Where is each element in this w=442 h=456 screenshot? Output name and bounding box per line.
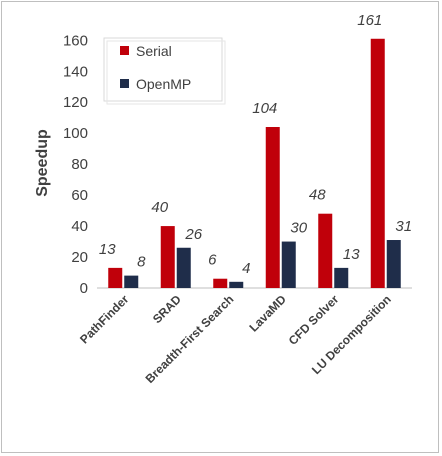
data-label-serial: 40 [151, 199, 168, 216]
y-axis-title: Speedup [34, 129, 51, 197]
category-label: LavaMD [246, 292, 289, 335]
y-tick-label: 100 [63, 125, 88, 142]
y-tick-label: 40 [71, 218, 88, 235]
legend: Serial OpenMP [103, 37, 226, 105]
bar-openmp-1 [176, 247, 191, 288]
bar-serial-2 [213, 278, 228, 288]
bar-openmp-3 [281, 241, 296, 288]
y-tick-label: 20 [71, 249, 88, 266]
bar-serial-4 [318, 213, 333, 288]
legend-shadow [106, 40, 226, 105]
y-tick-label: 60 [71, 187, 88, 204]
category-label: CFD Solver [286, 292, 342, 348]
data-label-serial: 13 [99, 241, 116, 258]
data-label-serial: 161 [357, 12, 382, 29]
data-label-serial: 104 [252, 100, 277, 117]
data-label-openmp: 13 [343, 246, 360, 263]
data-label-openmp: 30 [290, 220, 307, 237]
bar-openmp-2 [229, 281, 244, 288]
bar-openmp-0 [124, 275, 139, 288]
category-label: PathFinder [77, 292, 131, 346]
legend-label-openmp: OpenMP [136, 76, 191, 92]
data-label-openmp: 31 [395, 218, 412, 235]
bar-openmp-5 [386, 240, 401, 288]
bar-serial-5 [370, 38, 385, 288]
y-axis-ticks: 0 20 40 60 80 100 120 140 160 [63, 32, 88, 297]
data-label-openmp: 4 [242, 260, 250, 277]
bar-openmp-4 [334, 267, 349, 288]
legend-label-serial: Serial [136, 43, 172, 59]
data-label-openmp: 8 [137, 254, 146, 271]
legend-swatch-serial [120, 46, 129, 55]
data-label-serial: 48 [309, 187, 326, 204]
bar-serial-0 [108, 267, 123, 288]
y-tick-label: 0 [80, 280, 88, 297]
data-label-openmp: 26 [184, 226, 202, 243]
y-tick-label: 80 [71, 156, 88, 173]
y-tick-label: 160 [63, 32, 88, 49]
legend-swatch-openmp [120, 79, 129, 88]
y-tick-label: 120 [63, 94, 88, 111]
bar-serial-1 [160, 226, 175, 288]
y-tick-label: 140 [63, 63, 88, 80]
bars [108, 38, 401, 289]
category-label: SRAD [150, 292, 184, 326]
data-label-serial: 6 [208, 252, 217, 269]
category-label: Breadth-First Search [143, 292, 237, 386]
bar-serial-3 [265, 127, 280, 289]
